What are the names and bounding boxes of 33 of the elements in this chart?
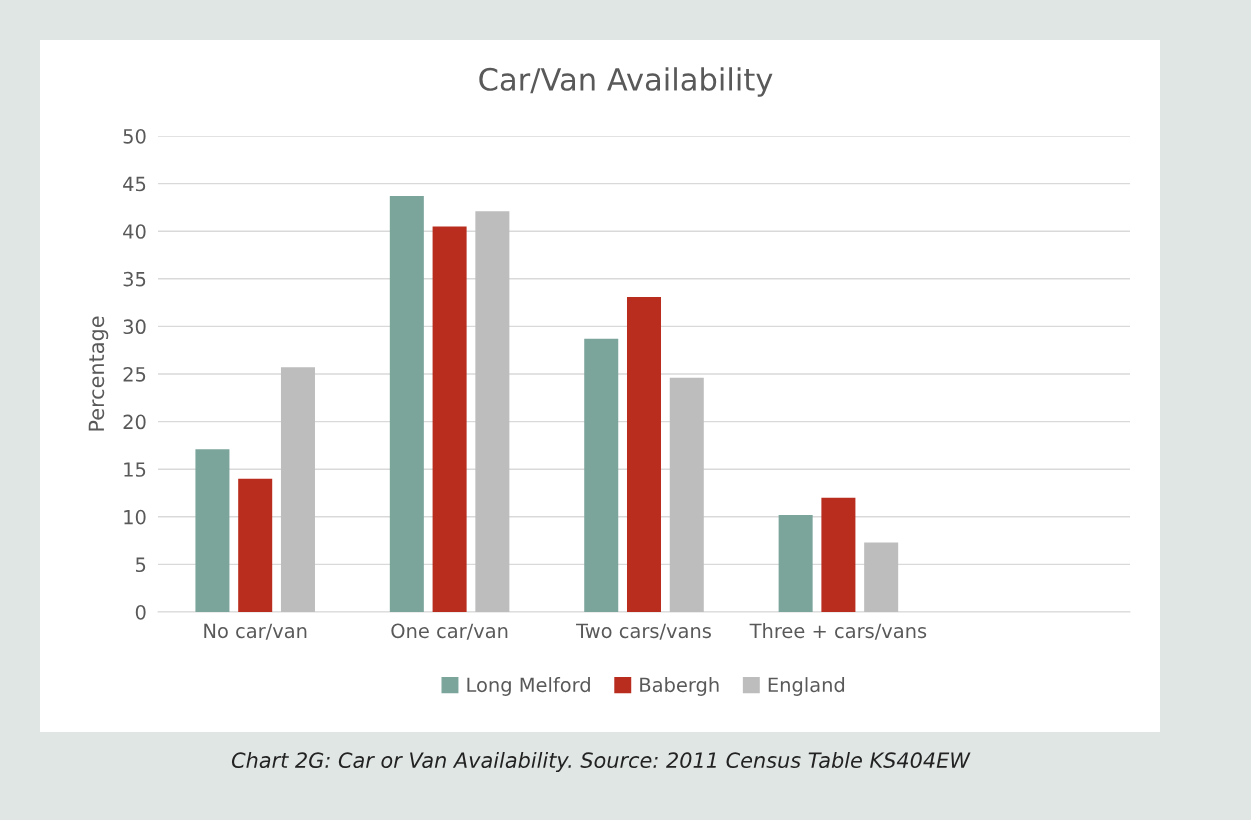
y-tick-label: 40	[123, 224, 146, 239]
caption: Chart 2G: Car or Van Availability. Source: 2011 Census Table KS404EW	[231, 751, 971, 773]
bar	[626, 296, 662, 612]
y-axis-title: Percentage	[88, 316, 109, 431]
y-tick-label: 25	[123, 366, 146, 382]
bar	[669, 377, 704, 612]
y-tick-label: 0	[135, 604, 146, 620]
bar	[584, 338, 619, 612]
y-tick-label: 45	[123, 176, 146, 192]
x-tick-label: Two cars/vans	[576, 623, 711, 640]
legend-label: Babergh	[640, 677, 719, 696]
chart-title: Car/Van Availability	[479, 67, 773, 97]
bar	[432, 226, 467, 612]
y-tick-label: 10	[124, 509, 146, 525]
bar	[238, 478, 273, 612]
bar	[389, 195, 424, 612]
x-tick-label: Three + cars/vans	[749, 623, 927, 640]
y-tick-label: 20	[123, 414, 146, 430]
bar	[821, 497, 856, 612]
bar	[778, 514, 813, 612]
bar	[475, 211, 510, 612]
y-tick-label: 50	[123, 128, 146, 144]
x-tick-label: One car/van	[391, 623, 508, 640]
legend-label: Long Melford	[467, 677, 590, 696]
bar	[864, 542, 899, 612]
legend-label: England	[768, 677, 845, 696]
bar	[195, 449, 230, 612]
y-tick-label: 15	[124, 462, 146, 477]
bar	[280, 367, 315, 612]
y-tick-label: 30	[123, 319, 146, 335]
y-tick-label: 5	[136, 557, 146, 573]
x-tick-label: No car/van	[204, 623, 307, 640]
y-tick-label: 35	[123, 271, 146, 287]
